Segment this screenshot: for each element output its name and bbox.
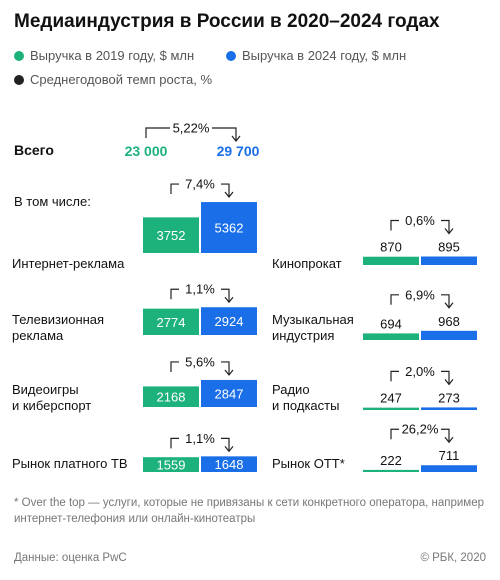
growth-label: 26,2% [402,422,439,437]
total-value: 23 000 [125,143,168,159]
bar [201,379,257,407]
category-label: Радио и подкасты [272,382,340,413]
total-label: Всего [14,142,54,158]
growth-arrowhead [444,379,454,386]
value-label: 5362 [215,221,244,236]
value-label: 2924 [215,314,244,329]
bar [143,386,199,407]
growth-label: 7,4% [185,177,215,192]
legend-marker [226,51,236,61]
legend-label: Среднегодовой темп роста, % [30,72,213,87]
growth-label: 0,6% [405,213,435,228]
value-label: 711 [439,448,460,463]
legend-marker [14,51,24,61]
growth-label: 5,6% [185,354,215,369]
growth-label-bg [399,212,441,229]
growth-label-bg [179,281,221,298]
growth-label: 6,9% [405,287,435,302]
chart-title: Медиаиндустрия в России в 2020–2024 года… [14,11,440,32]
category-label: Рынок платного ТВ [12,456,128,471]
growth-label: 1,1% [185,282,215,297]
value-label: 694 [380,316,402,331]
legend-marker [14,75,24,85]
source: Данные: оценка PwC [14,552,127,564]
bar [143,217,199,253]
value-label: 1559 [157,458,186,473]
category-label: Кинопрокат [272,256,342,271]
bar [143,457,199,472]
growth-arrowhead [224,191,234,199]
growth-arrowhead [231,135,241,142]
growth-label-bg [399,363,441,380]
growth-label: 5,22% [173,121,210,136]
footnote: * Over the top — услуги, которые не прив… [14,497,484,525]
value-label: 1648 [215,457,244,472]
bar [363,407,419,410]
bar [201,202,257,253]
growth-label-bg [179,430,221,447]
category-label: Видеоигры и киберспорт [12,382,92,413]
growth-arrowhead [224,445,234,453]
total-value: 29 700 [217,143,260,159]
growth-label: 1,1% [185,431,215,446]
growth-label-bg [179,353,221,370]
growth-arrowhead [224,296,234,304]
growth-arrowhead [444,302,454,309]
bar [201,307,257,335]
bar [143,308,199,335]
value-label: 2168 [157,390,186,405]
category-label: Интернет-реклама [12,256,125,271]
value-label: 3752 [157,228,186,243]
category-label: Рынок OTT* [272,456,345,471]
legend-label: Выручка в 2024 году, $ млн [242,48,407,63]
subheading: В том числе: [14,194,91,209]
growth-label-bg [170,120,212,136]
value-label: 968 [438,314,460,329]
value-label: 2774 [157,315,186,330]
bar [421,330,477,340]
category-label: Телевизионная реклама [12,312,105,343]
growth-label-bg [399,286,441,303]
growth-label: 2,0% [405,364,435,379]
growth-arrowhead [444,436,454,444]
growth-label-bg [399,421,441,438]
bar [421,407,477,410]
value-label: 222 [380,453,402,468]
value-label: 2847 [215,386,244,401]
bar [201,456,257,472]
value-label: 895 [438,239,460,254]
growth-arrowhead [444,228,454,235]
growth-arrowhead [224,369,234,376]
credit: © РБК, 2020 [420,552,486,564]
bar [363,333,419,340]
bar [363,469,419,472]
bar [363,256,419,265]
legend-label: Выручка в 2019 году, $ млн [30,48,195,63]
category-label: Музыкальная индустрия [272,312,354,343]
bar [421,465,477,472]
value-label: 273 [438,390,460,405]
value-label: 870 [380,240,402,255]
bar [421,256,477,265]
growth-label-bg [179,176,221,193]
value-label: 247 [380,391,402,406]
